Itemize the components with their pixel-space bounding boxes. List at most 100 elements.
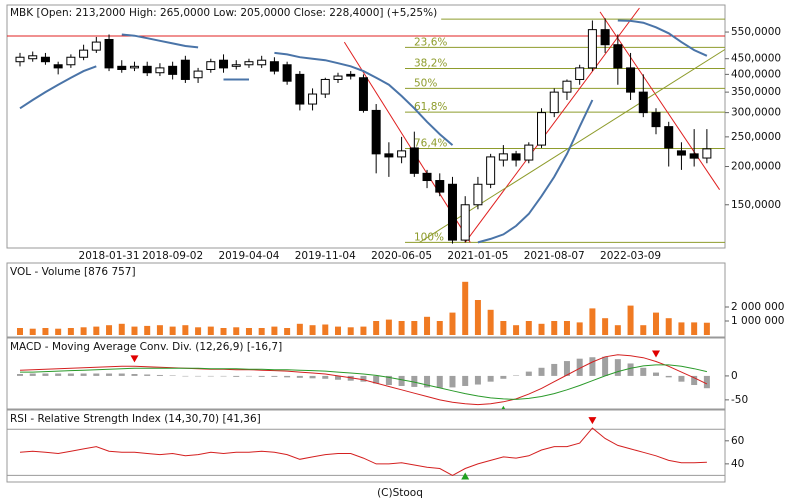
x-tick-label: 2022-03-09: [600, 250, 661, 262]
indicator-line: [19, 427, 707, 476]
histogram-bar: [398, 375, 405, 386]
candle-body: [180, 59, 190, 80]
volume-bar: [513, 325, 520, 335]
volume-bar: [131, 326, 138, 335]
candle-body: [460, 204, 470, 241]
indicator-line: [19, 354, 708, 406]
y-tick-label: -50: [731, 394, 748, 406]
signal-marker: [588, 417, 597, 425]
volume-bar: [500, 321, 507, 335]
candle-body: [409, 147, 419, 174]
histogram-bar: [360, 375, 367, 382]
fib-label: 23,6%: [414, 36, 447, 48]
histogram-bar: [449, 375, 456, 388]
y-tick-label: 40: [731, 458, 744, 470]
volume-bar: [106, 325, 113, 335]
candle-body: [193, 70, 203, 79]
histogram-bar: [284, 375, 291, 378]
histogram-bar: [245, 375, 252, 377]
x-tick-label: 2020-06-05: [371, 250, 432, 262]
indicator-line: [20, 364, 708, 400]
y-tick-label: 2 000 000: [731, 301, 784, 313]
candle-body: [626, 67, 636, 93]
candle-body: [371, 109, 381, 155]
plot-area: [17, 281, 710, 335]
volume-bar: [436, 321, 443, 335]
volume-bar: [424, 316, 431, 335]
panel-title: MACD - Moving Average Conv. Div. (12,26,…: [10, 341, 282, 353]
candle-body: [422, 172, 432, 182]
candle-body: [358, 77, 368, 111]
candle-body: [257, 59, 267, 66]
volume-bar: [29, 328, 36, 335]
histogram-bar: [309, 375, 316, 379]
candle-body: [206, 61, 216, 70]
candle-body: [219, 59, 229, 69]
candle-body: [600, 29, 610, 46]
histogram-bar: [182, 375, 189, 377]
plot-area: [7, 417, 725, 480]
candle-body: [15, 56, 25, 63]
candle-body: [575, 67, 585, 80]
volume-bar: [220, 328, 227, 335]
title-background: [8, 6, 442, 20]
volume-bar: [360, 326, 367, 335]
volume-bar: [93, 326, 100, 335]
x-tick-label: 2019-04-04: [218, 250, 279, 262]
candle-body: [244, 61, 254, 66]
candle-body: [269, 61, 279, 72]
histogram-bar: [500, 375, 507, 379]
plot-area: [17, 350, 710, 409]
volume-bar: [627, 305, 634, 335]
x-tick-label: 2018-01-31: [79, 250, 140, 262]
candle-body: [537, 112, 547, 146]
y-tick-label: 0: [731, 370, 738, 382]
candle-body: [549, 91, 559, 114]
y-tick-label: 250,0000: [731, 131, 781, 143]
histogram-bar: [525, 371, 532, 376]
candle-body: [346, 73, 356, 77]
fib-label: 38,2%: [414, 58, 447, 70]
histogram-bar: [322, 375, 329, 379]
volume-bar: [182, 325, 189, 335]
candle-body: [231, 64, 241, 67]
candle-body: [282, 64, 292, 82]
histogram-bar: [296, 375, 303, 378]
y-tick-label: 350,0000: [731, 86, 781, 98]
signal-marker: [461, 472, 470, 480]
candle-body: [40, 56, 50, 63]
candle-body: [79, 49, 89, 58]
volume-bar: [678, 322, 685, 335]
volume-bar: [525, 321, 532, 335]
volume-bar: [284, 328, 291, 335]
x-tick-label: 2018-09-02: [142, 250, 203, 262]
histogram-bar: [156, 374, 163, 376]
volume-bar: [233, 327, 240, 335]
candle-body: [28, 55, 38, 60]
candle-body: [308, 93, 318, 105]
fib-label: 50%: [414, 77, 437, 89]
volume-bar: [271, 326, 278, 335]
candle-body: [117, 65, 127, 70]
histogram-bar: [118, 373, 125, 376]
histogram-bar: [233, 375, 240, 377]
volume-bar: [703, 322, 710, 335]
histogram-bar: [411, 375, 418, 387]
histogram-bar: [106, 373, 113, 376]
panel-title: VOL - Volume [876 757]: [10, 266, 136, 278]
panel-title: RSI - Relative Strength Index (14,30,70)…: [10, 413, 261, 425]
candle-body: [53, 64, 63, 69]
volume-bar: [55, 328, 62, 335]
y-tick-label: 1 000 000: [731, 315, 784, 327]
histogram-bar: [93, 373, 100, 376]
title-background: [8, 340, 287, 354]
histogram-bar: [678, 375, 685, 382]
volume-bar: [347, 327, 354, 335]
title-background: [8, 265, 140, 279]
fib-label: 100%: [414, 231, 444, 243]
y-tick-label: 550,0000: [731, 26, 781, 38]
y-tick-label: 400,0000: [731, 68, 781, 80]
signal-marker: [130, 355, 139, 363]
candle-body: [511, 153, 521, 161]
y-tick-label: 200,0000: [731, 161, 781, 173]
